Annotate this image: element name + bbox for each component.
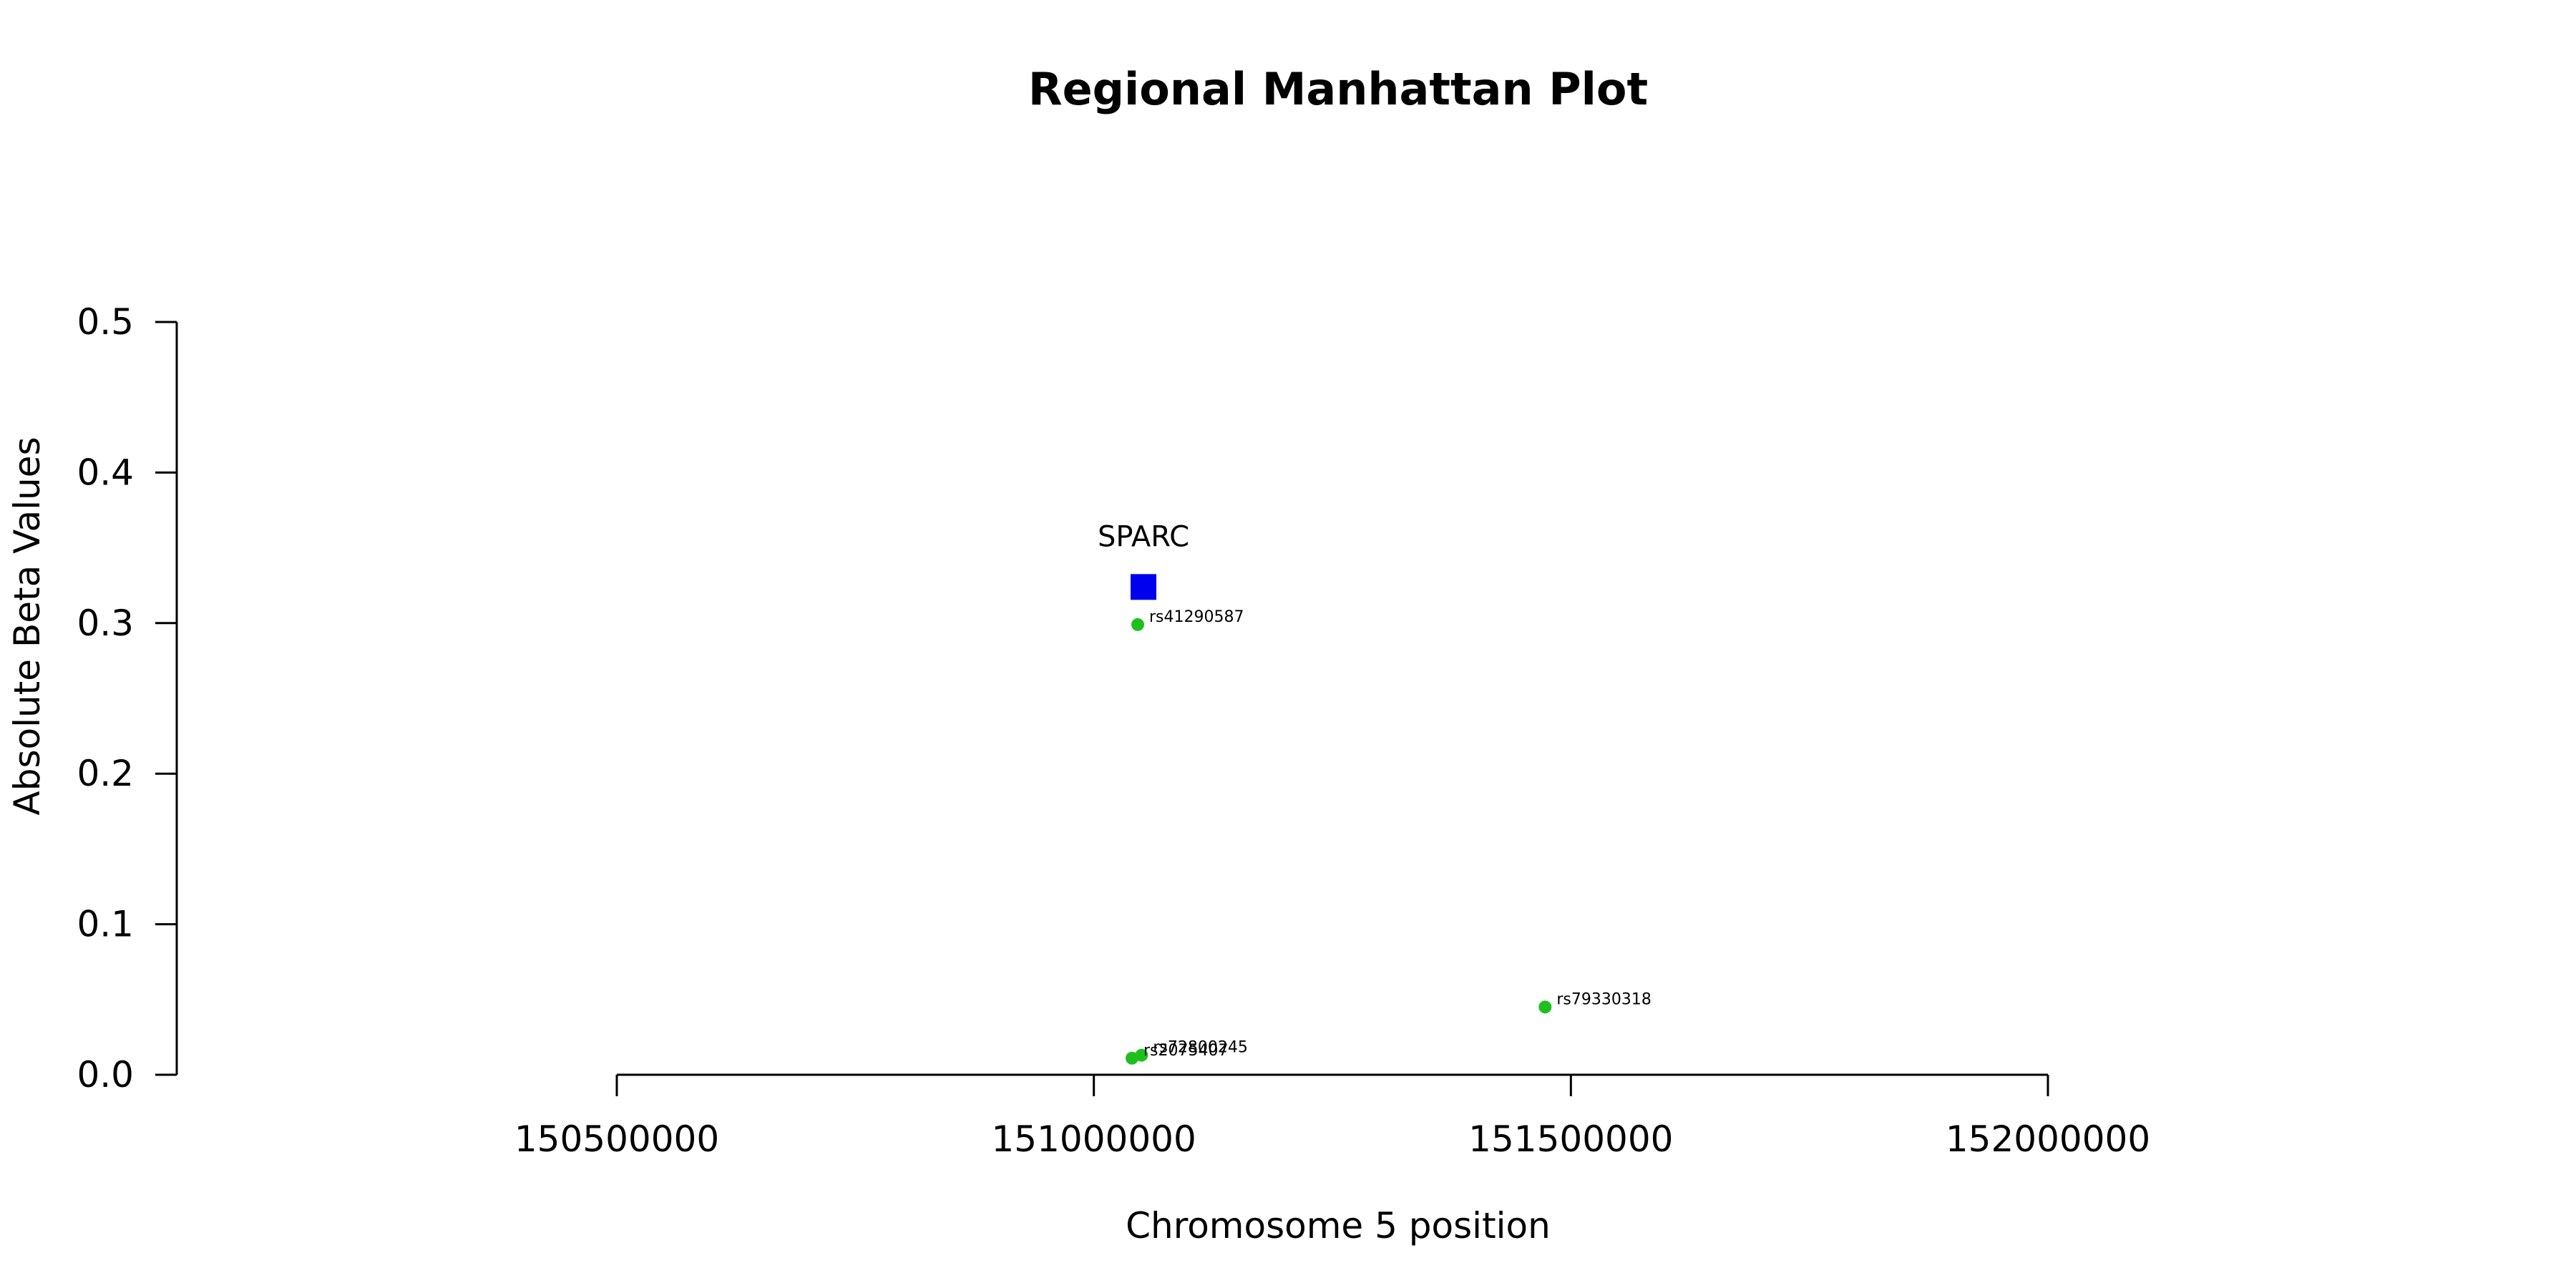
- y-tick-label: 0.1: [77, 904, 134, 945]
- x-tick-label: 150500000: [514, 1118, 719, 1160]
- snp-label: rs41290587: [1149, 608, 1244, 626]
- y-tick-label: 0.5: [77, 301, 134, 343]
- y-tick-label: 0.0: [77, 1054, 134, 1096]
- gene-marker: [1131, 574, 1156, 600]
- snp-label: rs79330318: [1556, 990, 1651, 1008]
- axes: 0.0 0.1 0.2 0.3 0.4 0.5 150500000 151000000 1515…: [77, 301, 2150, 1160]
- y-tick-label: 0.3: [77, 602, 134, 644]
- snp-point: [1126, 1051, 1138, 1065]
- x-tick-label: 151500000: [1468, 1118, 1673, 1160]
- y-axis-label: Absolute Beta Values: [6, 437, 48, 816]
- snp-point: [1538, 1000, 1552, 1014]
- snp-label: rs72800245: [1153, 1039, 1247, 1057]
- x-tick-label: 152000000: [1946, 1118, 2150, 1160]
- x-axis-label: Chromosome 5 position: [1126, 1205, 1551, 1246]
- y-tick-label: 0.2: [77, 753, 134, 794]
- gene-label: SPARC: [1098, 520, 1189, 553]
- snp-point: [1131, 618, 1144, 631]
- snp-label: rs2075407: [1143, 1042, 1229, 1060]
- chart-title: Regional Manhattan Plot: [1028, 63, 1648, 115]
- y-tick-label: 0.4: [77, 452, 134, 493]
- x-tick-label: 151000000: [992, 1118, 1196, 1160]
